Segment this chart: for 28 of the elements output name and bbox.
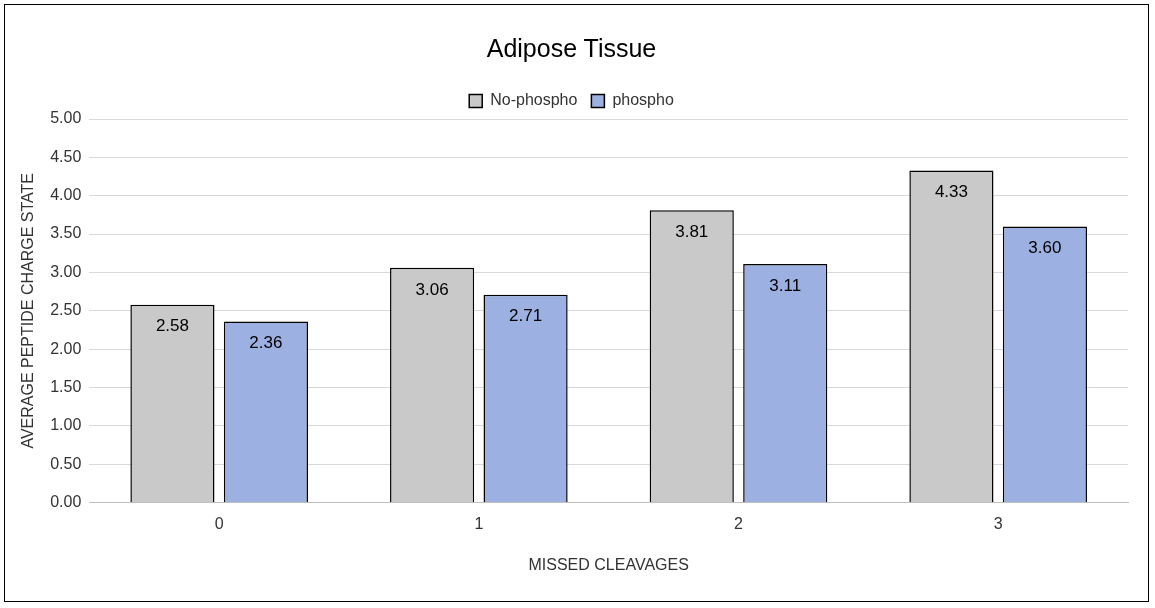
data-label: 2.71: [509, 306, 543, 326]
legend-label: No-phospho: [490, 91, 578, 109]
data-label: 2.36: [249, 333, 283, 353]
chart-title: Adipose Tissue: [486, 33, 657, 62]
y-tick-label: 1.00: [50, 416, 82, 434]
data-label: 4.33: [934, 182, 968, 202]
y-tick-label: 3.50: [50, 224, 82, 242]
data-label: 3.81: [675, 221, 709, 241]
y-tick-label: 5.00: [50, 109, 82, 127]
x-tick-label: 1: [474, 514, 484, 532]
y-tick-label: 0.00: [50, 493, 82, 511]
x-tick-label: 3: [993, 514, 1003, 532]
x-tick-label: 0: [214, 514, 224, 532]
y-tick-label: 2.00: [50, 339, 82, 357]
y-tick-label: 4.00: [50, 186, 82, 204]
y-tick-label: 1.50: [50, 377, 82, 395]
x-tick-label: 2: [734, 514, 744, 532]
y-tick-label: 4.50: [50, 147, 82, 165]
data-label: 3.06: [415, 279, 449, 299]
legend-label: phospho: [612, 91, 674, 109]
data-label: 3.60: [1028, 238, 1062, 258]
y-tick-label: 0.50: [50, 454, 82, 472]
y-tick-label: 3.00: [50, 262, 82, 280]
x-axis-title: MISSED CLEAVAGES: [528, 555, 689, 573]
data-label: 3.11: [769, 275, 802, 295]
y-tick-label: 2.50: [50, 301, 82, 319]
y-axis-title: AVERAGE PEPTIDE CHARGE STATE: [19, 173, 37, 449]
data-label: 2.58: [155, 316, 189, 336]
